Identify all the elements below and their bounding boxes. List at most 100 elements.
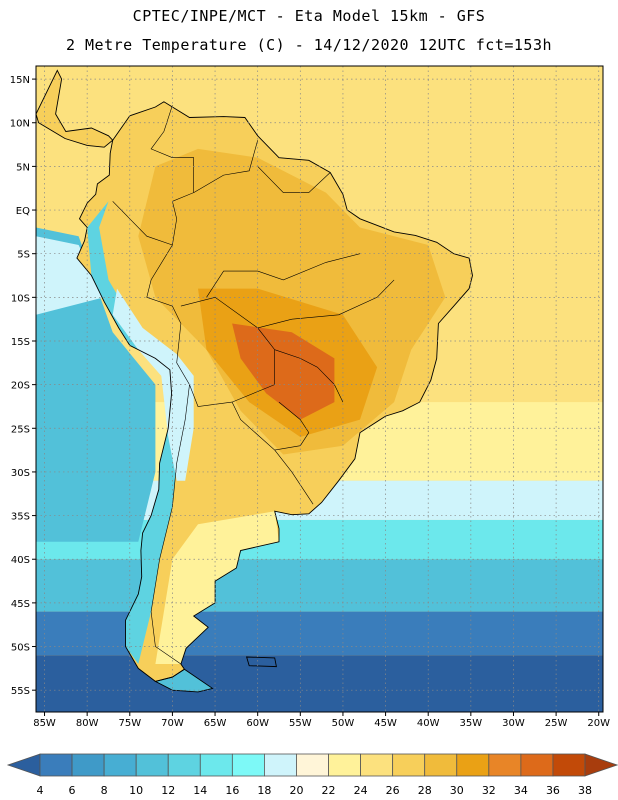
map-title: CPTEC/INPE/MCT - Eta Model 15km - GFS [132, 7, 486, 25]
border-line [257, 279, 395, 329]
lat-label: 40S [11, 555, 30, 566]
colorbar-swatch [39, 753, 73, 777]
central-america-land [36, 70, 113, 148]
lat-lon-grid [36, 66, 603, 712]
colorbar-label: 38 [578, 784, 592, 797]
colorbar-label: 36 [546, 784, 560, 797]
colorbar-swatch [264, 753, 297, 777]
border-line [274, 349, 344, 403]
colorbar-swatch [520, 753, 554, 777]
falklands-outline [245, 656, 277, 668]
lon-label: 65W [204, 718, 227, 729]
border-line [150, 384, 190, 665]
longitude-labels: 85W 80W 75W 70W 65W 60W 55W 50W 45W 40W 35W 30W 25W 2… [33, 712, 610, 729]
lat-label: 25S [11, 424, 30, 435]
border-line [146, 244, 276, 407]
colorbar-swatch [199, 753, 233, 777]
pacific-pale-water [36, 236, 105, 315]
lat-label: 30S [11, 468, 30, 479]
lon-label: 50W [332, 718, 355, 729]
temperature-fields [36, 66, 603, 712]
border-line [206, 253, 361, 298]
colorbar-swatch [231, 753, 265, 777]
colorbar-label: 30 [450, 784, 464, 797]
colorbar-swatches [6, 753, 618, 777]
lat-label: 55S [11, 686, 30, 697]
lat-label: 20S [11, 381, 30, 392]
altiplano-pale [112, 288, 194, 481]
temperature-map: 15N 10N 5N EQ 5S 10S 15S 20S 25S 30S 35S 40S 45S 50S 5… [10, 65, 610, 729]
colorbar-swatch [360, 753, 394, 777]
colorbar-swatch [552, 753, 586, 777]
colorbar-label: 20 [289, 784, 303, 797]
central-america-outline [35, 69, 114, 148]
lon-label: 25W [545, 718, 568, 729]
lat-label: 50S [11, 643, 30, 654]
colorbar-swatch [392, 753, 426, 777]
colorbar-swatch [135, 753, 169, 777]
coastline [35, 69, 473, 693]
colorbar-label: 24 [354, 784, 368, 797]
colorbar-label: 6 [69, 784, 76, 797]
lon-label: 75W [118, 718, 141, 729]
colorbar-swatch [488, 753, 522, 777]
colorbar-label: 4 [37, 784, 44, 797]
andes-cold-strip [87, 201, 186, 665]
border-line [274, 449, 314, 505]
extreme-heat-core [232, 323, 335, 420]
lon-label: 70W [161, 718, 184, 729]
lat-label: 10N [10, 119, 30, 130]
map-subtitle: 2 Metre Temperature (C) - 14/12/2020 12U… [65, 36, 553, 54]
colorbar-swatch [167, 753, 201, 777]
colorbar-swatch [424, 753, 458, 777]
colorbar-swatch [103, 753, 137, 777]
ocean-mid-band [36, 611, 603, 656]
colorbar-max-arrow [584, 753, 618, 777]
lon-label: 60W [246, 718, 269, 729]
border-line [231, 401, 310, 451]
colorbar-label: 16 [225, 784, 239, 797]
lat-label: 15N [10, 75, 30, 86]
lon-label: 85W [33, 718, 56, 729]
lat-label: 5N [16, 162, 30, 173]
colorbar-label: 34 [514, 784, 528, 797]
colorbar-min-arrow [6, 753, 41, 777]
colorbar-label: 14 [193, 784, 207, 797]
colorbar-labels: 4 6 8 10 12 14 16 18 20 22 24 26 28 30 32 34 36 38 [37, 784, 593, 797]
colorbar-swatch [71, 753, 105, 777]
temperature-colorbar: 4 6 8 10 12 14 16 18 20 22 24 26 28 30 32 34 36 38 [6, 753, 618, 797]
lon-label: 55W [289, 718, 312, 729]
colorbar-label: 12 [161, 784, 175, 797]
lon-label: 45W [374, 718, 397, 729]
border-line [257, 166, 331, 193]
colorbar-swatch [456, 753, 490, 777]
patagonia-mild [155, 511, 279, 664]
map-frame [35, 65, 604, 713]
colorbar-swatch [328, 753, 361, 777]
lat-label: 5S [17, 250, 30, 261]
lat-label: 45S [11, 599, 30, 610]
border-line [112, 105, 194, 246]
colorbar-label: 32 [482, 784, 496, 797]
border-line [193, 140, 258, 193]
lon-label: 80W [76, 718, 99, 729]
colorbar-label: 18 [257, 784, 271, 797]
lat-label: 15S [11, 337, 30, 348]
colorbar-swatch [296, 753, 329, 777]
latitude-labels: 15N 10N 5N EQ 5S 10S 15S 20S 25S 30S 35S 40S 45S 50S 5… [10, 75, 36, 697]
colorbar-label: 26 [386, 784, 400, 797]
colorbar-label: 8 [101, 784, 108, 797]
colorbar-label: 28 [418, 784, 432, 797]
ocean-deep-band [36, 655, 603, 712]
fuego-cold [155, 669, 213, 692]
lat-label: EQ [16, 206, 30, 217]
lat-label: 10S [11, 293, 30, 304]
colorbar-label: 22 [322, 784, 336, 797]
ocean-cyan-band [36, 559, 603, 612]
lon-label: 20W [587, 718, 610, 729]
lon-label: 30W [502, 718, 525, 729]
colorbar-label: 10 [129, 784, 143, 797]
lon-label: 40W [417, 718, 440, 729]
lon-label: 35W [460, 718, 483, 729]
lat-label: 35S [11, 512, 30, 523]
